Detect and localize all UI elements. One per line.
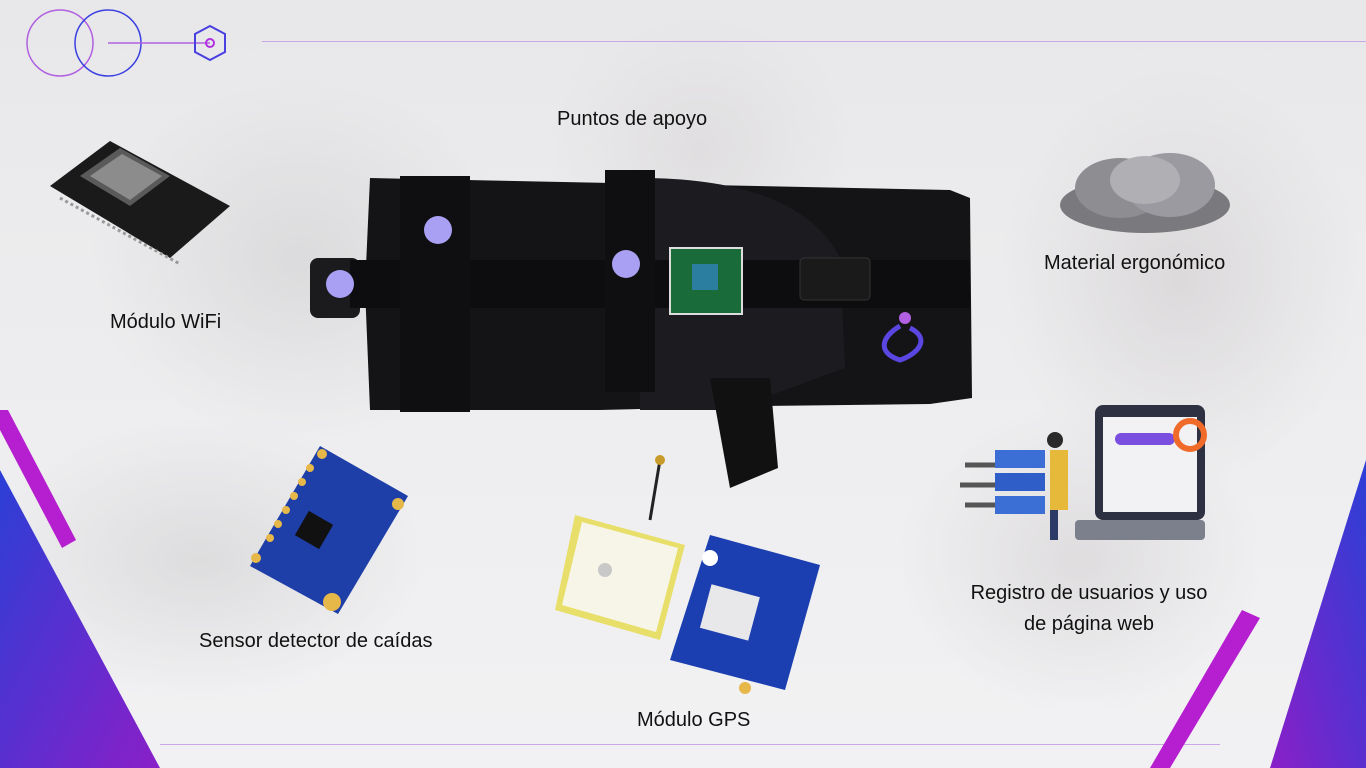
wifi-module-image: [50, 141, 230, 266]
left-corner-decoration: [0, 410, 160, 768]
fall-sensor-label: Sensor detector de caídas: [199, 630, 433, 652]
web-registry-label-line2: de página web: [1023, 613, 1155, 635]
gps-module-label: Módulo GPS: [637, 709, 751, 731]
ergonomic-material-label: Material ergonómico: [1044, 252, 1226, 274]
fall-sensor-image: [250, 446, 408, 614]
footer-rule: [160, 744, 1220, 745]
header-rule: [262, 41, 1366, 42]
support-point-dot: [326, 270, 354, 298]
web-registry-label-line1: Registro de usuarios y uso: [970, 582, 1208, 604]
support-point-dot: [424, 216, 452, 244]
web-registry-illustration: [960, 405, 1207, 540]
support-points-label: Puntos de apoyo: [557, 108, 708, 130]
belt-image: [310, 170, 972, 488]
wifi-module-label: Módulo WiFi: [110, 311, 222, 333]
cloud-image: [1060, 153, 1230, 233]
right-corner-decoration: [1150, 460, 1366, 768]
gps-module-image: [555, 455, 820, 694]
header-circles-logo: [26, 9, 226, 77]
support-point-dot: [612, 250, 640, 278]
